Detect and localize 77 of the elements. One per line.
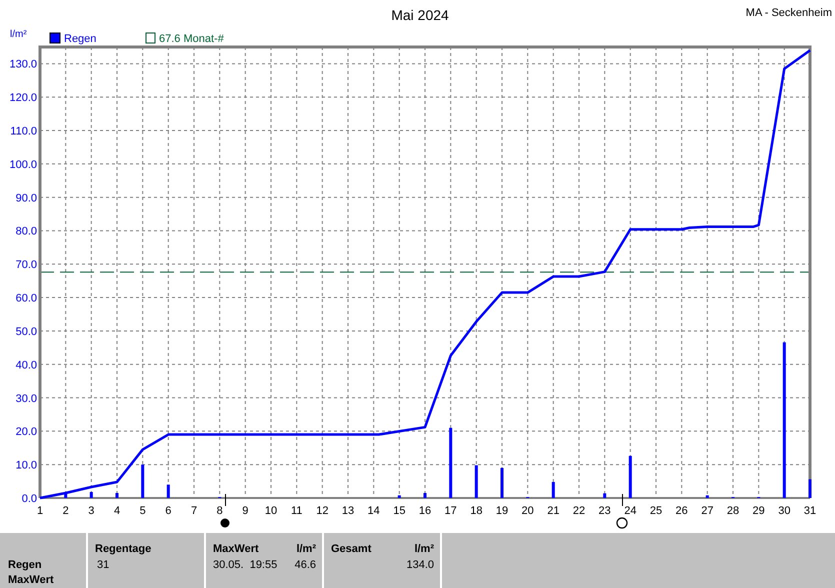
x-tick-label: 12 — [316, 505, 328, 517]
x-tick-label: 22 — [572, 505, 586, 517]
text: Regen — [8, 559, 42, 571]
x-tick-label: 26 — [676, 505, 688, 517]
bar — [424, 492, 426, 498]
chart-subtitle: MA - Seckenheim — [746, 7, 832, 19]
x-tick-label: 9 — [242, 505, 248, 517]
bar — [603, 493, 606, 498]
y-tick-label: 90.0 — [16, 192, 37, 204]
bar — [398, 495, 401, 498]
text: 30.05. 19:55 — [213, 559, 278, 571]
x-tick-label: 19 — [496, 505, 508, 517]
x-tick-label: 4 — [114, 505, 120, 517]
bar — [628, 456, 632, 498]
x-tick-label: 27 — [701, 505, 714, 517]
y-tick-label: 50.0 — [16, 326, 37, 338]
y-tick-label: 20.0 — [16, 426, 37, 438]
x-tick-label: 5 — [140, 505, 146, 517]
x-tick-label: 10 — [264, 505, 278, 517]
y-tick-label: 100.0 — [9, 158, 37, 171]
y-tick-label: 0.0 — [22, 493, 37, 505]
x-tick-label: 7 — [190, 505, 198, 517]
x-tick-label: 6 — [165, 505, 172, 517]
text: Gesamt — [331, 543, 372, 555]
x-tick-label: 1 — [36, 505, 44, 517]
y-tick-label: 130.0 — [9, 58, 37, 71]
x-tick-label: 15 — [393, 505, 406, 517]
y-tick-label: 30.0 — [16, 392, 37, 405]
x-tick-label: 2 — [62, 505, 69, 517]
legend-label: Regen — [64, 33, 96, 45]
x-tick-label: 23 — [598, 505, 611, 517]
y-tick-label: 60.0 — [16, 292, 37, 305]
x-tick-label: 16 — [418, 505, 432, 517]
x-tick-label: 21 — [547, 505, 560, 517]
x-tick-label: 30 — [778, 505, 790, 517]
bar — [552, 482, 555, 498]
bar — [808, 479, 812, 498]
bar — [474, 465, 478, 498]
x-tick-label: 17 — [444, 505, 457, 517]
bar — [782, 342, 786, 498]
y-tick-label: 10.0 — [16, 460, 37, 472]
text: 46.6 — [294, 559, 316, 571]
x-tick-label: 20 — [522, 505, 534, 517]
x-tick-label: 3 — [88, 505, 94, 517]
y-tick-label: 110.0 — [10, 126, 37, 138]
line-series — [38, 49, 812, 500]
legend-label: 67.6 Monat-# — [159, 33, 225, 45]
x-tick-label: 25 — [650, 505, 662, 517]
x-tick-label: 29 — [752, 505, 765, 517]
x-tick-label: 31 — [804, 505, 816, 517]
bar — [166, 484, 170, 498]
x-tick-label: 24 — [624, 505, 636, 517]
x-tick-label: 13 — [342, 505, 354, 517]
y-tick-label: 40.0 — [16, 359, 37, 372]
text: MaxWert — [213, 543, 259, 555]
x-tick-label: 18 — [470, 505, 482, 517]
y-tick-label: 70.0 — [16, 259, 37, 272]
text: 134.0 — [406, 559, 434, 571]
bar — [116, 492, 118, 498]
text: Regentage — [95, 543, 152, 555]
text: MaxWert — [8, 574, 54, 586]
chart-title: Mai 2024 — [391, 7, 450, 23]
x-tick-label: 11 — [290, 505, 302, 517]
text: l/m² — [296, 543, 316, 555]
x-tick-label: 14 — [368, 505, 380, 517]
bar — [449, 428, 452, 498]
bar — [90, 492, 93, 498]
x-tick-label: 28 — [726, 505, 740, 517]
y-tick-label: 120.0 — [9, 92, 37, 104]
y-axis-title: l/m² — [10, 29, 28, 40]
bar — [141, 464, 144, 498]
text: l/m² — [414, 543, 434, 555]
y-tick-label: 80.0 — [16, 226, 37, 238]
x-tick-label: 8 — [216, 505, 223, 517]
text: 31 — [97, 559, 110, 571]
bar — [706, 495, 709, 498]
bar — [500, 468, 504, 498]
